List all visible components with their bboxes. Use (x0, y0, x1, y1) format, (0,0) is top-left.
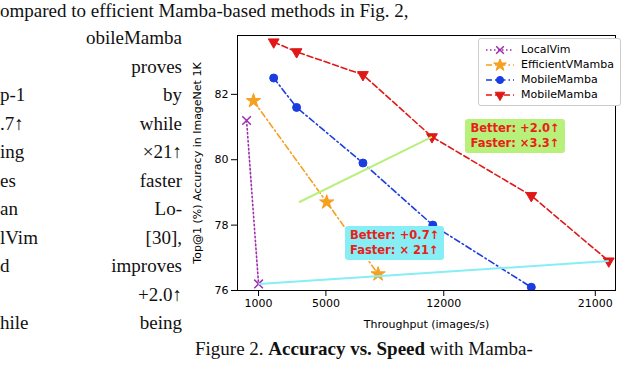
html-text:faster: faster (139, 169, 182, 191)
html-text:Faster: ×3.3↑: Faster: ×3.3↑ (470, 136, 560, 151)
html-text:.7↑: .7↑ (0, 112, 24, 134)
html-text:an: an (0, 198, 18, 219)
svg-text:Throughput (images/s): Throughput (images/s) (363, 318, 489, 331)
html-text:ompared to efficient Mamba-bas: ompared to efficient Mamba-based methods… (0, 0, 409, 21)
html-text:Better: +2.0↑: Better: +2.0↑ (470, 121, 560, 136)
html-text:es: es (0, 169, 16, 191)
svg-text:1000: 1000 (245, 297, 273, 310)
html-text:Figure 2. Accuracy vs. Speed w: Figure 2. Accuracy vs. Speed with Mamba- (195, 338, 533, 359)
html-text:hile: hile (0, 312, 29, 333)
html-text:by: by (163, 84, 182, 105)
html-text:p-1: p-1 (0, 84, 26, 105)
html-text:Better: +0.7↑: Better: +0.7↑ (350, 228, 440, 243)
html-text:+2.0↑: +2.0↑ (138, 283, 182, 305)
svg-text:21000: 21000 (578, 297, 613, 310)
html-text:Lo-: Lo- (154, 198, 182, 219)
html-text:while: while (139, 112, 182, 134)
html-text:[30],: [30], (145, 226, 182, 248)
svg-text:80: 80 (215, 153, 229, 166)
svg-text:12000: 12000 (426, 297, 461, 310)
svg-text:Top@1 (%) Accuracy in ImageNet: Top@1 (%) Accuracy in ImageNet 1K (191, 62, 204, 265)
html-text:Faster: × 21↑: Faster: × 21↑ (350, 243, 439, 258)
html-text:EfficientVMamba: EfficientVMamba (521, 58, 614, 71)
html-text:d: d (0, 255, 10, 276)
svg-text:82: 82 (215, 88, 229, 101)
svg-text:76: 76 (215, 284, 229, 297)
html-text:being: being (139, 312, 182, 333)
html-text:improves: improves (111, 255, 182, 276)
html-text:lVim: lVim (0, 226, 38, 248)
svg-text:5000: 5000 (312, 297, 340, 310)
html-text:MobileMamba: MobileMamba (521, 88, 598, 101)
html-text:×21↑: ×21↑ (142, 141, 182, 162)
html-text:proves: proves (131, 55, 182, 77)
html-text:LocalVim: LocalVim (521, 43, 571, 56)
svg-text:78: 78 (215, 219, 229, 232)
html-text:obileMamba: obileMamba (86, 27, 182, 48)
html-text:ing: ing (0, 141, 25, 162)
html-text:MobileMamba: MobileMamba (521, 73, 598, 86)
